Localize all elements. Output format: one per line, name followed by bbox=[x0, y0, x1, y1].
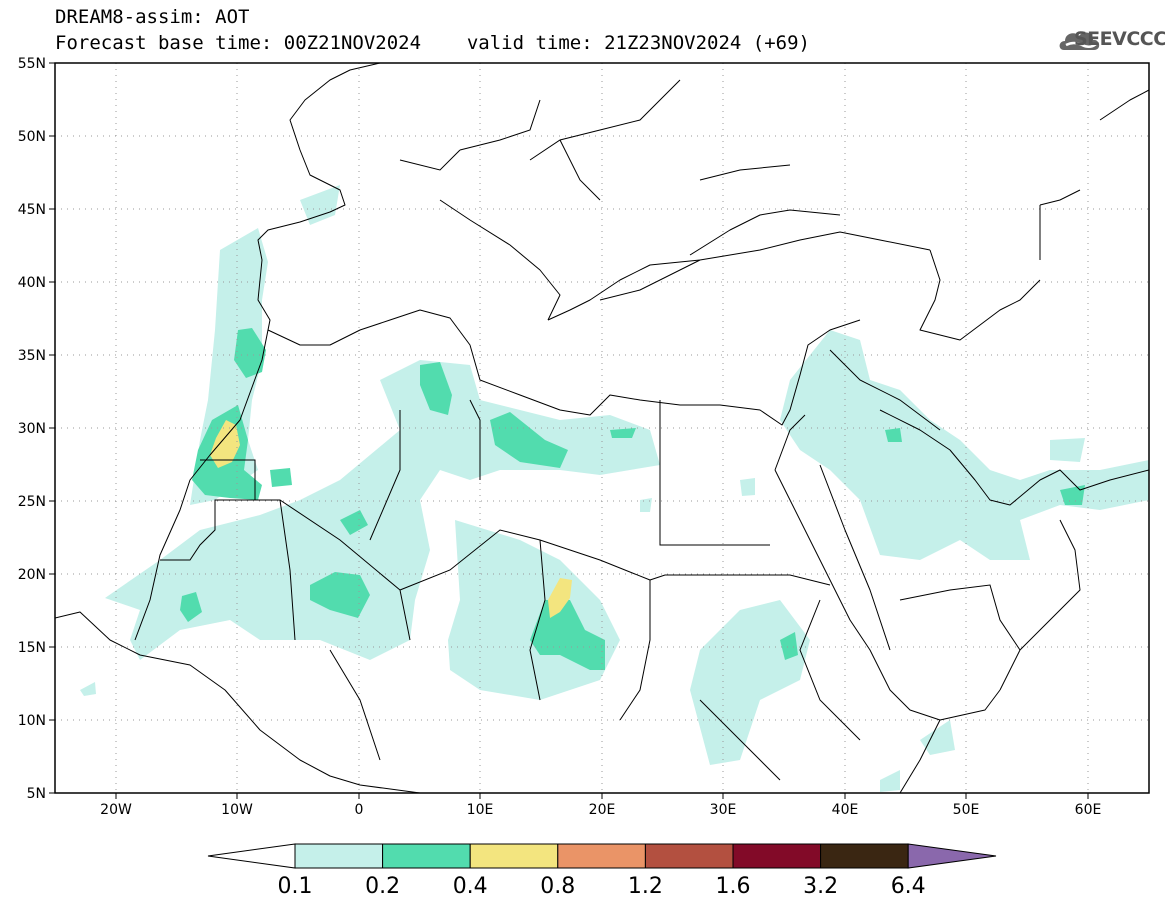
lon-label: 0 bbox=[355, 802, 364, 818]
lon-label: 40E bbox=[832, 802, 859, 818]
lat-label: 25N bbox=[18, 494, 46, 510]
country-borders bbox=[160, 79, 1081, 781]
cloud-logo-icon bbox=[1059, 32, 1100, 50]
lon-label: 60E bbox=[1075, 802, 1102, 818]
colorbar-label: 1.6 bbox=[716, 874, 751, 899]
colorbar-swatch bbox=[820, 843, 909, 869]
colorbar-label: 0.2 bbox=[365, 874, 400, 899]
colorbar-swatch bbox=[557, 843, 646, 869]
colorbar-label: 0.1 bbox=[278, 874, 313, 899]
lon-label: 10E bbox=[467, 802, 494, 818]
forecast-time-line: Forecast base time: 00Z21NOV2024 valid t… bbox=[55, 32, 810, 54]
lon-label: 20E bbox=[589, 802, 616, 818]
aot-map: 55N 50N 45N 40N 35N 30N 25N 20N 15N 10N … bbox=[18, 56, 1150, 818]
lat-label: 15N bbox=[18, 640, 46, 656]
logo-text: SEEVCCC bbox=[1074, 28, 1165, 50]
lat-label: 10N bbox=[18, 713, 46, 729]
lat-label: 40N bbox=[18, 275, 46, 291]
axis-ticks bbox=[49, 62, 1089, 799]
colorbar-label: 0.4 bbox=[453, 874, 488, 899]
lat-label: 20N bbox=[18, 567, 46, 583]
map-title: DREAM8-assim: AOT bbox=[55, 6, 250, 28]
lat-label: 45N bbox=[18, 202, 46, 218]
lon-label: 10W bbox=[221, 802, 253, 818]
colorbar-under-triangle bbox=[207, 843, 296, 869]
lon-label: 50E bbox=[953, 802, 980, 818]
lat-label: 30N bbox=[18, 421, 46, 437]
colorbar-swatch bbox=[732, 843, 822, 869]
lat-labels: 55N 50N 45N 40N 35N 30N 25N 20N 15N 10N … bbox=[18, 56, 46, 802]
colorbar-swatches bbox=[207, 843, 997, 869]
colorbar-swatch bbox=[294, 843, 384, 869]
colorbar-over-triangle bbox=[907, 843, 997, 869]
colorbar-label: 3.2 bbox=[803, 874, 838, 899]
lon-label: 20W bbox=[100, 802, 132, 818]
aot-contours-0.4 bbox=[210, 420, 572, 618]
lon-labels: 20W 10W 0 10E 20E 30E 40E 50E 60E bbox=[100, 802, 1101, 818]
colorbar-label: 0.8 bbox=[540, 874, 575, 899]
forecast-base-time: Forecast base time: 00Z21NOV2024 bbox=[55, 32, 422, 54]
colorbar-label: 6.4 bbox=[891, 874, 926, 899]
lat-label: 35N bbox=[18, 348, 46, 364]
colorbar-swatch bbox=[382, 843, 471, 869]
lon-label: 30E bbox=[710, 802, 737, 818]
lat-label: 50N bbox=[18, 129, 46, 145]
colorbar-labels: 0.1 0.2 0.4 0.8 1.2 1.6 3.2 6.4 bbox=[278, 874, 926, 899]
colorbar-swatch bbox=[469, 843, 559, 869]
valid-time: valid time: 21Z23NOV2024 (+69) bbox=[466, 32, 810, 54]
lat-label: 5N bbox=[27, 786, 46, 802]
graticule bbox=[55, 63, 1149, 793]
lat-label: 55N bbox=[18, 56, 46, 72]
colorbar-swatch bbox=[644, 843, 734, 869]
colorbar-label: 1.2 bbox=[628, 874, 663, 899]
